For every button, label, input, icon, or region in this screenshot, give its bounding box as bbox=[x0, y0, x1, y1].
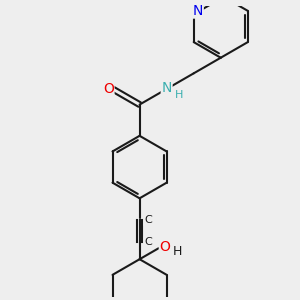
Text: O: O bbox=[103, 82, 114, 96]
Text: N: N bbox=[193, 4, 203, 18]
Text: O: O bbox=[160, 240, 170, 254]
Text: H: H bbox=[175, 90, 183, 100]
Text: C: C bbox=[144, 215, 152, 225]
Text: H: H bbox=[173, 245, 182, 258]
Text: N: N bbox=[161, 81, 172, 95]
Text: C: C bbox=[144, 237, 152, 247]
